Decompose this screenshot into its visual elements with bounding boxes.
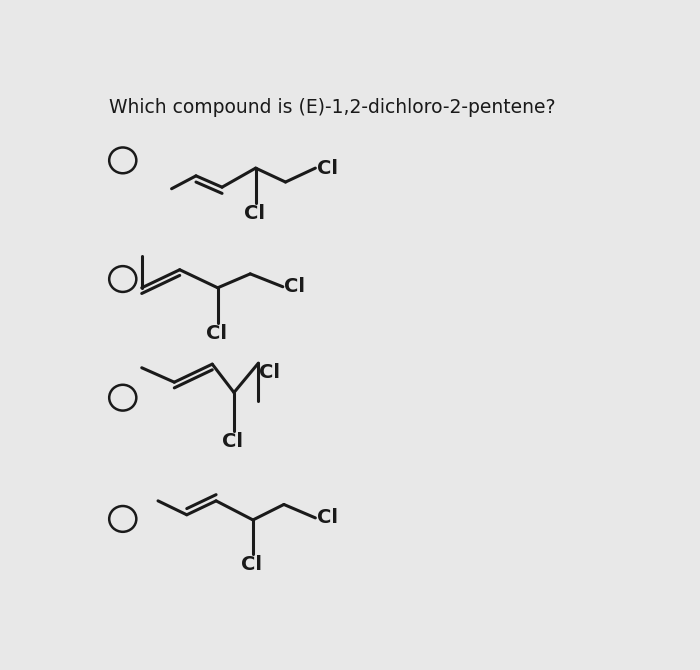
Text: Cl: Cl xyxy=(206,324,227,343)
Text: Cl: Cl xyxy=(317,509,338,527)
Text: Cl: Cl xyxy=(223,432,244,451)
Text: Which compound is (E)-1,2-dichloro-2-pentene?: Which compound is (E)-1,2-dichloro-2-pen… xyxy=(109,98,556,117)
Text: Cl: Cl xyxy=(260,363,281,382)
Text: Cl: Cl xyxy=(244,204,265,223)
Text: Cl: Cl xyxy=(284,277,305,296)
Text: Cl: Cl xyxy=(317,159,338,178)
Text: Cl: Cl xyxy=(241,555,262,574)
